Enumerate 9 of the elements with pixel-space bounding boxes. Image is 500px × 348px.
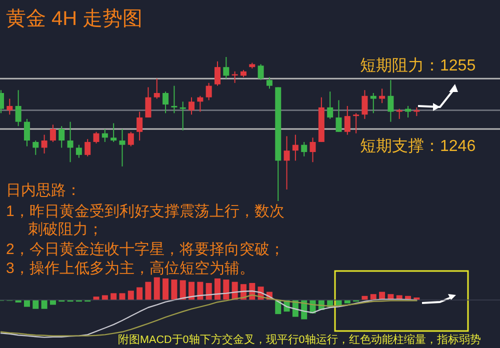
text: 3，操作上低多为主，高位短空为辅。 xyxy=(6,260,254,277)
ref-line-label: 短期支撑：1246 xyxy=(360,137,476,155)
annotation: 日内思路： xyxy=(6,182,81,199)
text: 2，今日黄金连收十字星，将要择向突破； xyxy=(6,241,284,258)
text: 1，昨日黄金受到利好支撑震荡上行，数次 xyxy=(6,203,284,220)
text: 刺破阻力； xyxy=(28,221,103,238)
annotation: 附图MACD于0轴下方交金叉，现平行0轴运行，红色动能柱缩量，指标弱势 xyxy=(118,333,481,346)
chart-title: 黄金 4H 走势图 xyxy=(6,8,143,30)
ref-line-label: 短期阻力：1255 xyxy=(360,56,476,75)
